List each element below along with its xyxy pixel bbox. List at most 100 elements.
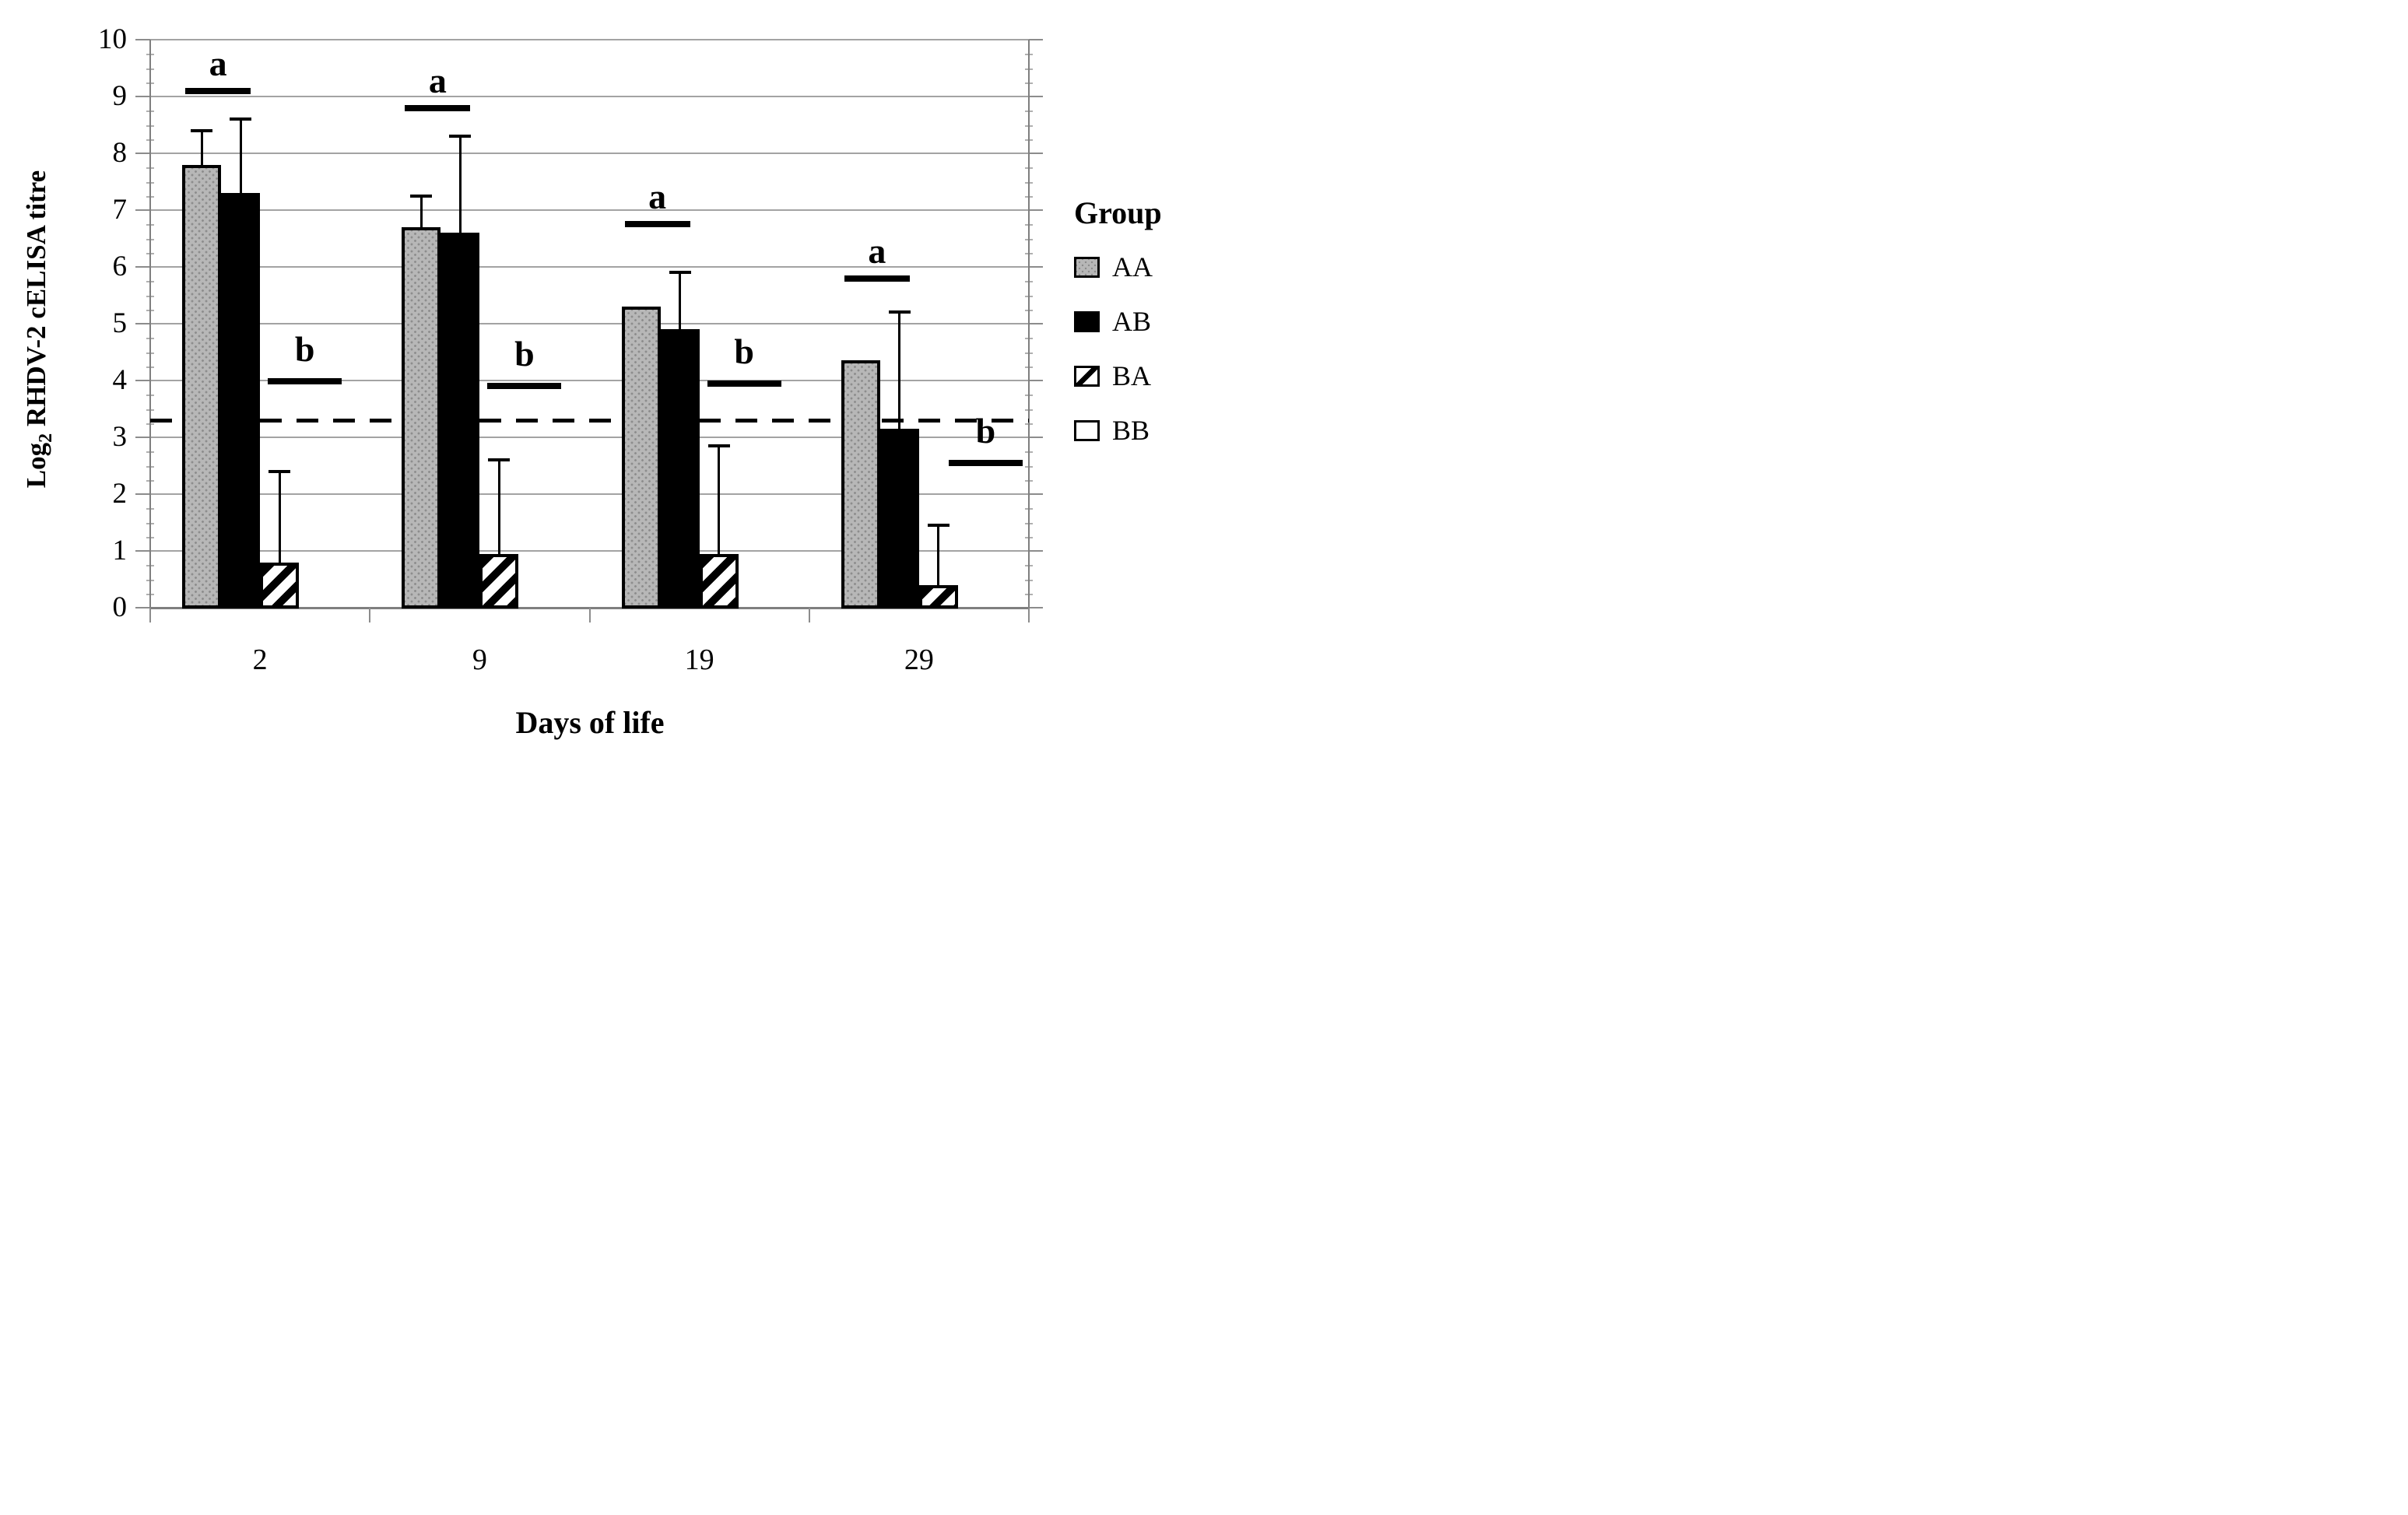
error-cap-AA-day9 bbox=[410, 194, 433, 198]
x-tick-label-29: 29 bbox=[904, 644, 934, 676]
error-bar-BA-day2 bbox=[278, 471, 281, 563]
y-tick-label-5: 5 bbox=[112, 307, 128, 339]
bar-AB-day9 bbox=[441, 233, 480, 608]
y-tick-label-10: 10 bbox=[98, 23, 127, 55]
y-major-tick-10 bbox=[135, 39, 150, 40]
x-tick-1 bbox=[369, 608, 371, 622]
legend-label-AA: AA bbox=[1112, 251, 1153, 282]
legend-item-AB: AB bbox=[1074, 306, 1202, 337]
legend-title: Group bbox=[1074, 195, 1162, 230]
error-cap-AA-day2 bbox=[191, 128, 213, 132]
gridline-y7 bbox=[150, 209, 1029, 211]
y-tick-label-9: 9 bbox=[112, 80, 128, 112]
legend-label-BA: BA bbox=[1112, 360, 1152, 391]
sig-letter-b-day9: b bbox=[514, 334, 535, 374]
error-cap-AB-day29 bbox=[888, 310, 911, 314]
error-bar-AA-day9 bbox=[419, 195, 423, 227]
y-major-tick-9 bbox=[135, 96, 150, 97]
sig-line-a-day2 bbox=[185, 87, 251, 94]
legend-item-BB: BB bbox=[1074, 415, 1202, 446]
y-major-tick-right-5 bbox=[1029, 323, 1043, 324]
error-bar-BA-day9 bbox=[497, 460, 500, 554]
y-major-tick-right-9 bbox=[1029, 96, 1043, 97]
y-axis-title-sub: 2 bbox=[36, 433, 56, 443]
y-major-tick-right-8 bbox=[1029, 153, 1043, 154]
bar-BA-day19 bbox=[699, 553, 739, 608]
error-cap-BA-day29 bbox=[927, 524, 950, 528]
y-tick-label-3: 3 bbox=[112, 421, 128, 453]
sig-line-b-day9 bbox=[487, 383, 562, 390]
bar-AA-day9 bbox=[402, 226, 441, 608]
y-tick-label-2: 2 bbox=[112, 478, 128, 510]
chart-figure: 0 1 2 3 4 5 6 7 8 9 10 2 9 19 29 a b a b a b a b Log2 RHDV-2 c… bbox=[0, 0, 1204, 757]
bar-AA-day2 bbox=[182, 164, 222, 608]
sig-line-a-day19 bbox=[624, 221, 690, 228]
error-cap-BA-day2 bbox=[269, 469, 291, 473]
error-cap-AB-day2 bbox=[230, 117, 252, 121]
x-axis-title: Days of life bbox=[515, 705, 665, 740]
bar-BA-day2 bbox=[260, 562, 300, 608]
error-bar-AA-day2 bbox=[200, 130, 203, 165]
legend-label-BB: BB bbox=[1112, 415, 1150, 446]
sig-line-b-day29 bbox=[948, 459, 1023, 466]
error-cap-AB-day9 bbox=[449, 135, 472, 139]
y-axis-title: Log2 RHDV-2 cELISA titre bbox=[21, 150, 57, 508]
x-tick-4 bbox=[1028, 608, 1030, 622]
bar-BA-day29 bbox=[918, 584, 958, 608]
sig-line-a-day9 bbox=[405, 104, 471, 111]
legend-item-BA: BA bbox=[1074, 360, 1202, 391]
y-major-tick-right-6 bbox=[1029, 266, 1043, 268]
plot-area: 0 1 2 3 4 5 6 7 8 9 10 2 9 19 29 a b a b a b a b bbox=[0, 0, 1204, 757]
sig-letter-a-day9: a bbox=[428, 60, 447, 100]
threshold-line bbox=[150, 419, 1029, 423]
y-major-tick-4 bbox=[135, 380, 150, 381]
error-bar-BA-day19 bbox=[718, 445, 721, 554]
sig-letter-b-day2: b bbox=[294, 329, 315, 370]
x-tick-label-2: 2 bbox=[252, 644, 268, 676]
legend-swatch-AA bbox=[1074, 256, 1100, 278]
gridline-y10 bbox=[150, 39, 1029, 40]
sig-line-b-day2 bbox=[268, 378, 342, 385]
y-major-tick-3 bbox=[135, 437, 150, 438]
bar-AA-day19 bbox=[621, 307, 661, 608]
y-axis-title-pre: Log bbox=[21, 442, 51, 489]
sig-line-a-day29 bbox=[844, 275, 910, 282]
legend-items: AA AB BA BB bbox=[1074, 251, 1202, 446]
legend-swatch-AB bbox=[1074, 310, 1100, 332]
y-major-tick-5 bbox=[135, 323, 150, 324]
y-tick-label-1: 1 bbox=[112, 535, 128, 566]
y-major-tick-right-2 bbox=[1029, 493, 1043, 495]
y-tick-label-7: 7 bbox=[112, 194, 128, 226]
gridline-y9 bbox=[150, 96, 1029, 97]
sig-line-b-day19 bbox=[707, 380, 781, 387]
y-major-tick-6 bbox=[135, 266, 150, 268]
y-axis-title-post: RHDV-2 cELISA titre bbox=[21, 170, 51, 433]
error-cap-AB-day19 bbox=[669, 271, 691, 275]
error-bar-AB-day19 bbox=[679, 272, 682, 330]
y-major-tick-7 bbox=[135, 209, 150, 211]
x-tick-label-19: 19 bbox=[684, 644, 714, 676]
y-major-tick-0 bbox=[135, 607, 150, 608]
gridline-y3 bbox=[150, 437, 1029, 438]
sig-letter-b-day29: b bbox=[975, 410, 996, 451]
right-border-line bbox=[1028, 40, 1030, 620]
x-tick-label-9: 9 bbox=[472, 644, 487, 676]
y-major-tick-right-3 bbox=[1029, 437, 1043, 438]
legend-item-AA: AA bbox=[1074, 251, 1202, 282]
y-major-tick-8 bbox=[135, 153, 150, 154]
error-cap-BA-day19 bbox=[707, 444, 730, 447]
x-tick-3 bbox=[808, 608, 810, 622]
y-major-tick-right-10 bbox=[1029, 39, 1043, 40]
x-tick-2 bbox=[588, 608, 591, 622]
bar-AB-day19 bbox=[660, 329, 700, 608]
bar-BA-day9 bbox=[479, 553, 519, 608]
gridline-y2 bbox=[150, 493, 1029, 495]
y-major-tick-right-1 bbox=[1029, 550, 1043, 552]
legend-label-AB: AB bbox=[1112, 306, 1152, 337]
y-tick-label-0: 0 bbox=[112, 591, 128, 623]
y-major-tick-1 bbox=[135, 550, 150, 552]
gridline-y6 bbox=[150, 266, 1029, 268]
y-major-tick-right-4 bbox=[1029, 380, 1043, 381]
legend-swatch-BA bbox=[1074, 365, 1100, 387]
sig-letter-a-day29: a bbox=[868, 230, 886, 271]
